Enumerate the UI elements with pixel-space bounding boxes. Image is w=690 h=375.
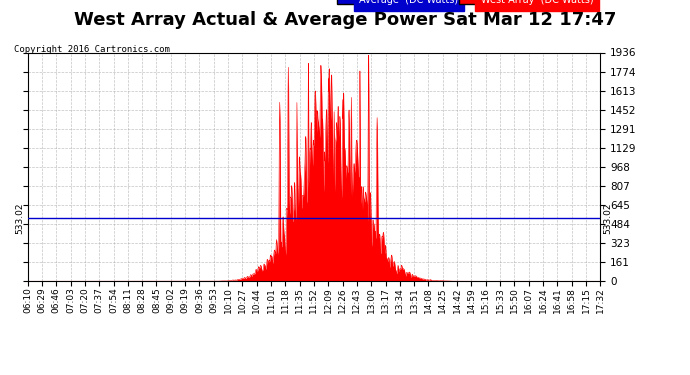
Text: Copyright 2016 Cartronics.com: Copyright 2016 Cartronics.com bbox=[14, 45, 170, 54]
Text: 533.02: 533.02 bbox=[16, 202, 25, 234]
Text: West Array Actual & Average Power Sat Mar 12 17:47: West Array Actual & Average Power Sat Ma… bbox=[74, 11, 616, 29]
Legend: Average  (DC Watts), West Array  (DC Watts): Average (DC Watts), West Array (DC Watts… bbox=[335, 0, 595, 7]
Text: 533.02: 533.02 bbox=[603, 202, 612, 234]
